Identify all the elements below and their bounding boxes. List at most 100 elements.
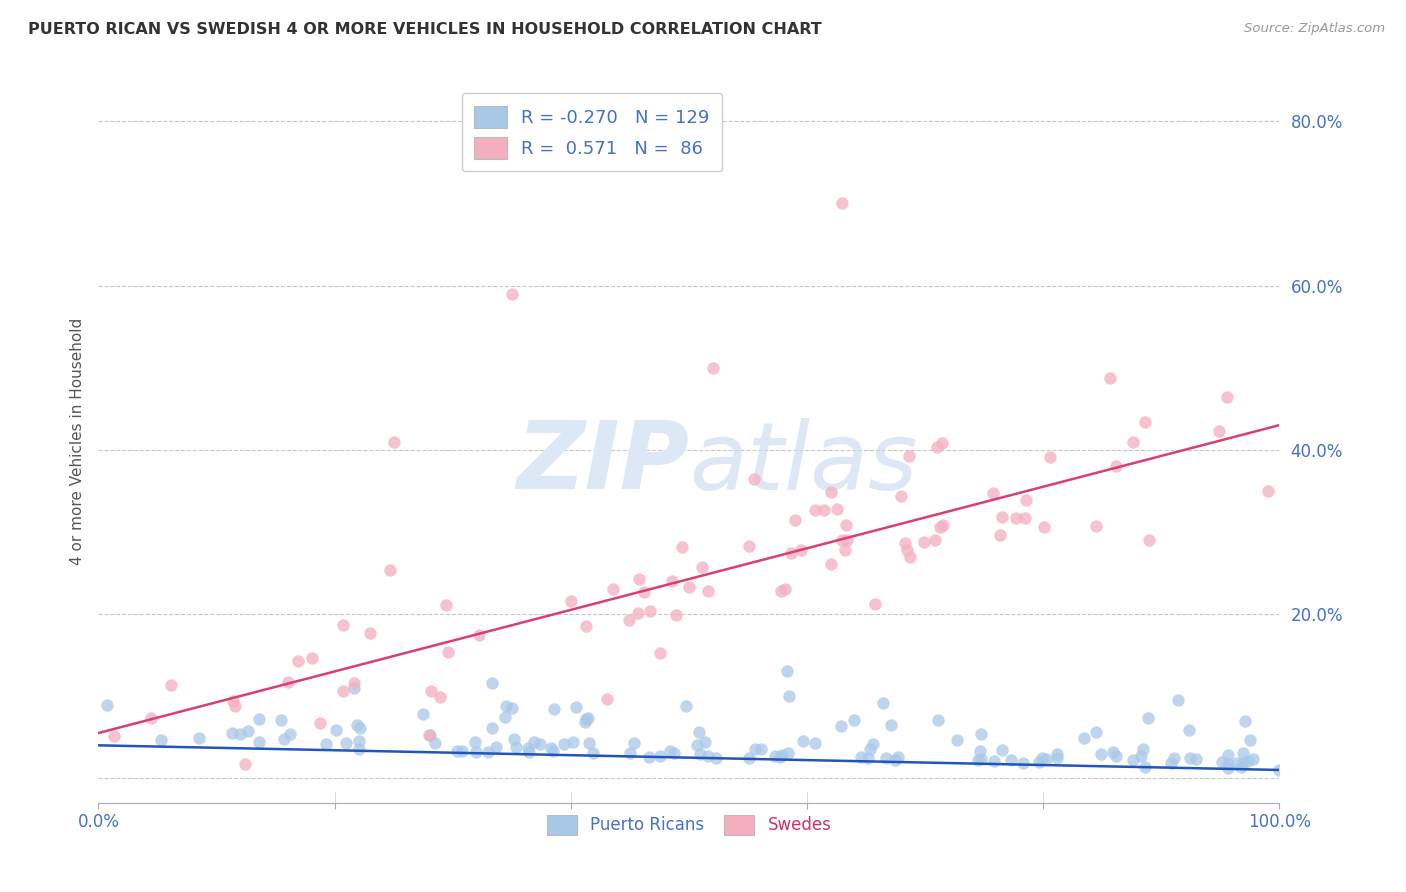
Point bbox=[287, 654, 309, 668]
Point bbox=[349, 721, 371, 735]
Point bbox=[332, 618, 354, 632]
Point bbox=[925, 440, 948, 454]
Point bbox=[1005, 510, 1028, 524]
Point bbox=[638, 604, 661, 618]
Point bbox=[517, 741, 540, 756]
Point bbox=[150, 732, 173, 747]
Point bbox=[103, 729, 125, 743]
Point bbox=[481, 721, 503, 735]
Point bbox=[380, 563, 402, 577]
Point bbox=[412, 706, 434, 721]
Point bbox=[222, 694, 245, 708]
Point bbox=[1031, 751, 1053, 765]
Point bbox=[1185, 752, 1208, 766]
Point bbox=[894, 536, 917, 550]
Point bbox=[602, 582, 624, 596]
Point bbox=[1073, 731, 1095, 745]
Point bbox=[1039, 450, 1062, 464]
Point bbox=[575, 712, 598, 726]
Point bbox=[1133, 415, 1156, 429]
Point bbox=[773, 582, 796, 597]
Point bbox=[335, 736, 357, 750]
Point bbox=[301, 650, 323, 665]
Point bbox=[742, 472, 765, 486]
Point bbox=[1000, 753, 1022, 767]
Point bbox=[675, 699, 697, 714]
Point bbox=[834, 543, 856, 558]
Point bbox=[650, 749, 672, 764]
Point bbox=[1014, 510, 1036, 524]
Point bbox=[1130, 749, 1153, 764]
Point bbox=[898, 450, 921, 464]
Point bbox=[1216, 757, 1239, 772]
Point bbox=[1085, 519, 1108, 533]
Point bbox=[495, 699, 517, 714]
Point bbox=[436, 645, 458, 659]
Point bbox=[627, 572, 650, 586]
Point bbox=[619, 746, 641, 760]
Point bbox=[831, 196, 853, 211]
Point bbox=[804, 736, 827, 750]
Point bbox=[820, 557, 842, 571]
Point bbox=[1014, 493, 1036, 508]
Point bbox=[1032, 520, 1054, 534]
Point bbox=[830, 719, 852, 733]
Point bbox=[1084, 724, 1107, 739]
Point bbox=[1011, 756, 1033, 771]
Point bbox=[494, 710, 516, 724]
Point bbox=[967, 753, 990, 767]
Point bbox=[686, 739, 709, 753]
Point bbox=[540, 741, 562, 756]
Point bbox=[553, 737, 575, 751]
Point bbox=[702, 360, 724, 375]
Point bbox=[988, 528, 1011, 542]
Text: ZIP: ZIP bbox=[516, 417, 689, 509]
Point bbox=[1232, 746, 1254, 760]
Point bbox=[1216, 747, 1239, 762]
Point bbox=[247, 735, 270, 749]
Point bbox=[425, 736, 447, 750]
Point bbox=[749, 742, 772, 756]
Point bbox=[1211, 755, 1233, 769]
Point bbox=[1122, 434, 1144, 449]
Point bbox=[896, 542, 918, 557]
Point bbox=[697, 749, 720, 764]
Point bbox=[1137, 711, 1160, 725]
Point bbox=[835, 518, 858, 533]
Point bbox=[623, 736, 645, 750]
Point bbox=[582, 746, 605, 760]
Point bbox=[1105, 749, 1128, 764]
Point bbox=[477, 745, 499, 759]
Text: Source: ZipAtlas.com: Source: ZipAtlas.com bbox=[1244, 22, 1385, 36]
Point bbox=[343, 675, 366, 690]
Point bbox=[467, 628, 489, 642]
Point bbox=[277, 675, 299, 690]
Point bbox=[501, 701, 523, 715]
Point bbox=[927, 714, 949, 728]
Point bbox=[678, 580, 700, 594]
Point bbox=[522, 735, 544, 749]
Point bbox=[1218, 760, 1240, 774]
Point bbox=[738, 751, 761, 765]
Point bbox=[1028, 755, 1050, 769]
Point bbox=[1135, 760, 1157, 774]
Point bbox=[912, 534, 935, 549]
Point bbox=[862, 737, 884, 751]
Point bbox=[1257, 483, 1279, 498]
Point bbox=[1046, 747, 1069, 761]
Point bbox=[332, 684, 354, 698]
Point bbox=[574, 715, 596, 730]
Point bbox=[890, 489, 912, 503]
Point bbox=[347, 734, 370, 748]
Point bbox=[315, 737, 337, 751]
Point bbox=[738, 539, 761, 553]
Point bbox=[565, 700, 588, 714]
Point bbox=[270, 713, 292, 727]
Point bbox=[541, 744, 564, 758]
Point bbox=[1216, 390, 1239, 404]
Point bbox=[308, 716, 330, 731]
Point bbox=[851, 750, 873, 764]
Point bbox=[575, 619, 598, 633]
Point bbox=[763, 748, 786, 763]
Point bbox=[1208, 424, 1230, 438]
